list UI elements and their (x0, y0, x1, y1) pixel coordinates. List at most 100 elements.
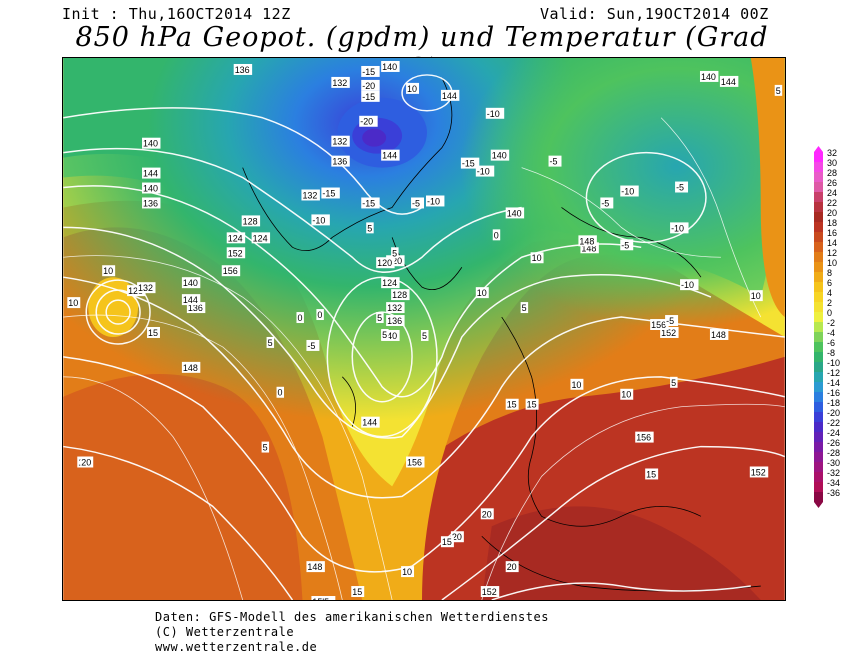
temperature-label: -20 (360, 117, 373, 127)
legend-label: 28 (827, 168, 837, 178)
temperature-label-bg (440, 536, 454, 548)
temperature-label: -5 (676, 183, 684, 193)
geopotential-label-bg (233, 63, 253, 75)
legend-label: 0 (827, 308, 832, 318)
legend-label: 26 (827, 178, 837, 188)
legend-swatch (814, 412, 823, 422)
temperature-label: 15 (442, 537, 452, 547)
temperature-label-bg (361, 197, 380, 209)
temperature-label-bg (425, 195, 445, 207)
geopotential-label-bg (381, 329, 400, 341)
temperature-label-bg (505, 561, 519, 573)
legend-label: -6 (827, 338, 835, 348)
geopotential-label: 132 (387, 303, 402, 313)
temperature-label: 10 (103, 266, 113, 276)
temperature-label-bg (411, 197, 424, 209)
legend-label: 6 (827, 278, 832, 288)
geopotential-label-bg (142, 197, 161, 209)
temperature-label-bg (492, 229, 501, 241)
legend-swatch (814, 452, 823, 462)
legend-label: 32 (827, 148, 837, 158)
temperature-label: -5 (666, 316, 674, 326)
temperature-label: -5 (412, 198, 420, 208)
geopotential-label: 148 (711, 330, 726, 340)
temperature-label: 10 (621, 390, 631, 400)
temperature-label: -5 (621, 240, 629, 250)
geopotential-label: 144 (362, 418, 377, 428)
geopotential-label-bg (381, 277, 400, 289)
geopotential-label: 144 (143, 169, 158, 179)
legend-swatch (814, 282, 823, 292)
temperature-label-bg (147, 327, 160, 338)
legend-label: -16 (827, 388, 840, 398)
legend-swatch (814, 362, 823, 372)
temperature-label: -5 (601, 198, 609, 208)
temperature-label-bg (296, 312, 304, 324)
legend-swatch (814, 222, 823, 232)
geopotential-label-bg (635, 431, 654, 443)
temperature-label: 20 (452, 532, 462, 542)
temperature-label: 5 (671, 378, 676, 388)
legend-swatch (814, 352, 823, 362)
geopotential-label-bg (301, 189, 320, 201)
geopotential-label-bg (241, 215, 261, 227)
geopotential-label-bg (181, 361, 201, 373)
temperature-label: 5 (377, 313, 382, 323)
geopotential-label: 148 (183, 363, 198, 373)
legend-swatch (814, 342, 823, 352)
temperature-label: -10 (312, 215, 325, 225)
temperature-label: 15 (148, 328, 158, 338)
geopotential-label-bg (381, 60, 400, 72)
legend-label: 22 (827, 198, 837, 208)
temperature-label-bg (525, 398, 539, 410)
temperature-label-bg (450, 531, 464, 543)
temperature-label: 5 (422, 331, 427, 341)
temperature-label-bg (480, 508, 494, 520)
temperature-label: -15 (362, 67, 375, 77)
geopotential-label-bg (331, 76, 350, 88)
legend-swatch (814, 462, 823, 472)
temperature-label-bg (670, 222, 689, 234)
geopotential-label: 132 (302, 190, 317, 200)
legend-label: -18 (827, 398, 840, 408)
temperature-label: 10 (751, 291, 761, 301)
legend-label: 24 (827, 188, 837, 198)
geopotential-label: 132 (332, 137, 347, 147)
geopotential-label-bg (221, 265, 241, 277)
geopotential-label-bg (650, 319, 669, 330)
geopotential-label-bg (699, 70, 719, 82)
temperature-label-bg (675, 181, 689, 193)
temperature-label-bg (665, 315, 679, 327)
geopotential-label-bg (186, 302, 206, 314)
init-time: Init : Thu,16OCT2014 12Z (62, 5, 291, 23)
legend-swatch (814, 162, 823, 172)
temperature-label-bg (530, 252, 544, 264)
legend-swatch (814, 492, 823, 502)
geopotential-label-bg (142, 182, 161, 194)
legend-label: 10 (827, 258, 837, 268)
legend-swatch (814, 332, 823, 342)
legend-label: -22 (827, 418, 840, 428)
temperature-label-bg (306, 339, 320, 351)
geopotential-label-bg (719, 75, 739, 87)
geopotential-label: 148 (579, 236, 594, 246)
temperature-label: 0 (494, 230, 499, 240)
legend-label: 4 (827, 288, 832, 298)
temperature-label-bg (670, 376, 678, 388)
legend-label: -20 (827, 408, 840, 418)
temperature-label: 5 (392, 248, 397, 258)
geopotential-label-bg (142, 167, 161, 179)
geopotential-label-bg (181, 277, 201, 289)
legend-label: -26 (827, 438, 840, 448)
temperature-label-bg (361, 90, 380, 102)
footer-copyright: (C) Wetterzentrale (155, 625, 295, 639)
temperature-label-bg (67, 297, 81, 309)
temperature-label-bg (475, 287, 489, 299)
temperature-label-bg (680, 279, 699, 291)
temperature-label: -10 (427, 196, 440, 206)
temperature-label: -20 (362, 81, 375, 91)
geopotential-label: 124 (382, 278, 397, 288)
temperature-label: -10 (477, 167, 490, 177)
geopotential-label-bg (142, 137, 161, 149)
geopotential-label: 140 (143, 184, 158, 194)
